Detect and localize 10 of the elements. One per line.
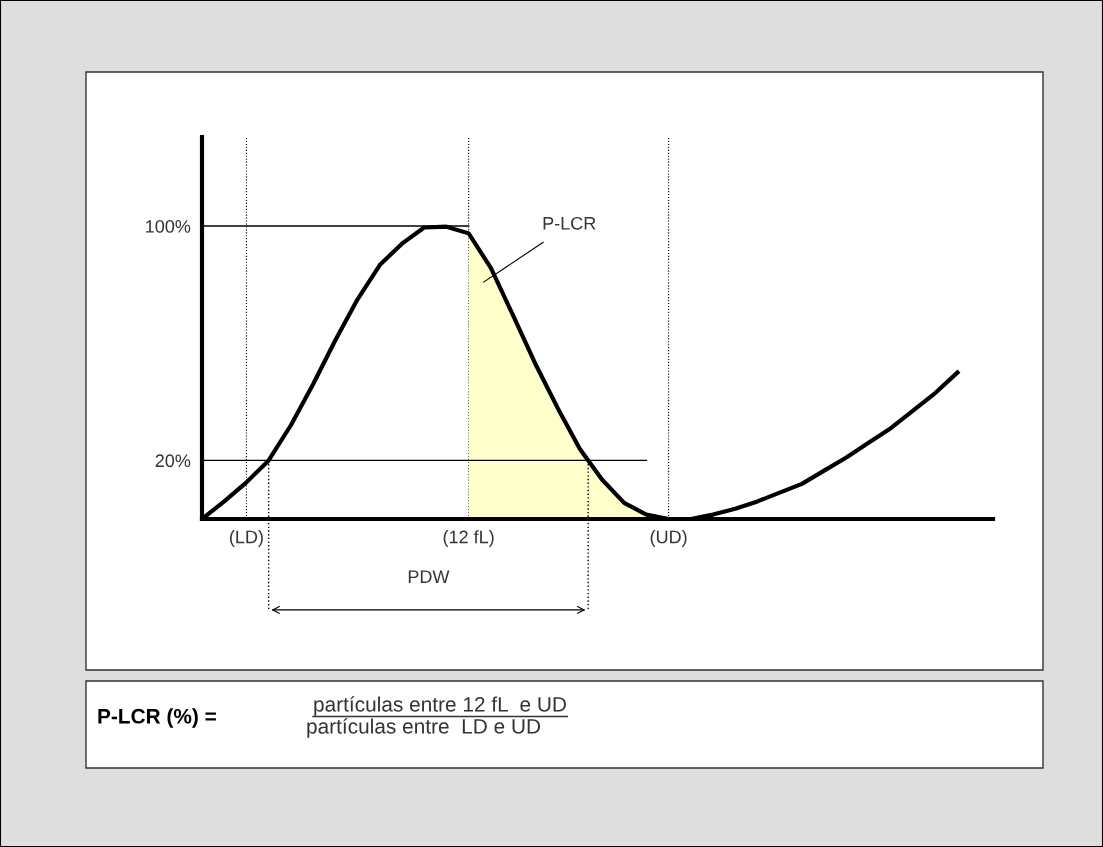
y-tick-label: 20% bbox=[155, 454, 191, 468]
text: partículas entre 12 fL e UD bbox=[314, 696, 566, 716]
x-tick-label: (12 fL) bbox=[443, 530, 494, 547]
x-tick-label: (UD) bbox=[650, 530, 687, 547]
text: PDW bbox=[408, 570, 450, 583]
x-tick-label: (LD) bbox=[230, 530, 263, 547]
text: partículas entre LD e UD bbox=[307, 718, 541, 738]
annotation: P-LCR bbox=[543, 216, 596, 230]
text: P-LCR (%) = bbox=[98, 708, 216, 728]
y-tick-label: 100% bbox=[146, 219, 191, 233]
